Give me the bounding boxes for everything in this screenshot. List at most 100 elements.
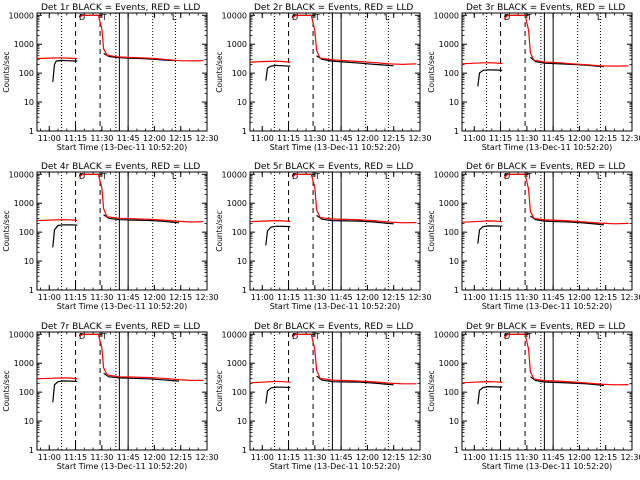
lld-series-line (249, 219, 291, 223)
lld-series-line (36, 377, 78, 380)
y-tick-label: 100 (232, 388, 247, 397)
flag-letter: L (385, 332, 390, 341)
x-axis-label: Start Time (13-Dec-11 10:52:20) (57, 462, 188, 471)
x-tick-label: 11:30 (303, 293, 326, 302)
y-tick-label: 10 (449, 257, 459, 266)
y-tick-label: 10000 (9, 170, 34, 179)
x-tick-label: 11:45 (330, 293, 353, 302)
y-tick-label: 10 (24, 98, 34, 107)
flag-letter: D (79, 332, 85, 341)
x-tick-label: 12:15 (382, 134, 405, 143)
flag-letter: L (172, 332, 177, 341)
x-tick-label: 12:00 (143, 293, 166, 302)
y-tick-label: 100 (19, 228, 34, 237)
y-tick-label: 10000 (222, 330, 247, 339)
y-tick-label: 10 (237, 257, 247, 266)
flag-letter: D (504, 13, 510, 22)
y-axis-label: Counts/sec (2, 210, 11, 251)
y-tick-label: 10 (24, 257, 34, 266)
lld-series-line (36, 219, 78, 222)
events-series-line (316, 55, 394, 67)
plot-frame (249, 171, 421, 291)
events-series-line (103, 214, 180, 224)
x-tick-label: 11:45 (542, 453, 565, 462)
lld-series-line (503, 333, 629, 386)
plot-frame (249, 12, 421, 132)
flag-letter: D (292, 172, 298, 181)
y-tick-label: 1 (454, 286, 459, 295)
y-axis-label: Counts/sec (427, 210, 436, 251)
plot-frame (36, 171, 208, 291)
x-tick-label: 11:15 (64, 134, 87, 143)
x-axis-label: Start Time (13-Dec-11 10:52:20) (270, 462, 401, 471)
y-axis-label: Counts/sec (215, 370, 224, 411)
lld-series-line (461, 380, 503, 384)
plot-frame (461, 331, 633, 451)
y-tick-label: 1000 (439, 199, 459, 208)
x-tick-label: 12:30 (408, 134, 431, 143)
flag-letter: T (314, 332, 320, 341)
y-tick-label: 1000 (14, 40, 34, 49)
y-tick-label: 100 (19, 388, 34, 397)
x-tick-label: 12:15 (169, 453, 192, 462)
panel-title: Det 5r BLACK = Events, RED = LLD (254, 162, 413, 172)
x-tick-label: 12:30 (195, 293, 218, 302)
x-axis-label: Start Time (13-Dec-11 10:52:20) (270, 143, 401, 152)
detector-panel: Det 8r BLACK = Events, RED = LLD 1 10 100 10… (215, 322, 432, 471)
x-tick-label: 11:00 (38, 453, 61, 462)
y-tick-label: 1000 (227, 199, 247, 208)
events-series-line (103, 52, 176, 62)
x-tick-label: 11:45 (330, 453, 353, 462)
events-series-line (52, 59, 78, 82)
lld-series-line (291, 14, 417, 66)
events-series-line (265, 64, 291, 81)
x-axis-label: Start Time (13-Dec-11 10:52:20) (57, 143, 188, 152)
x-axis-label: Start Time (13-Dec-11 10:52:20) (482, 143, 613, 152)
x-tick-label: 12:30 (408, 453, 431, 462)
x-tick-label: 12:15 (169, 293, 192, 302)
y-tick-label: 10000 (434, 330, 459, 339)
plot-frame (461, 171, 633, 291)
x-tick-label: 11:45 (542, 134, 565, 143)
x-tick-label: 11:30 (303, 134, 326, 143)
x-tick-label: 11:15 (277, 134, 300, 143)
y-tick-label: 1 (242, 446, 247, 455)
x-tick-label: 12:15 (169, 134, 192, 143)
y-tick-label: 100 (444, 388, 459, 397)
detector-panel: Det 7r BLACK = Events, RED = LLD 1 10 100 10… (2, 322, 219, 471)
flag-letter: T (526, 332, 532, 341)
x-axis-label: Start Time (13-Dec-11 10:52:20) (270, 302, 401, 311)
flag-letter: L (597, 172, 602, 181)
y-tick-label: 10000 (434, 170, 459, 179)
x-tick-label: 11:00 (251, 293, 274, 302)
y-tick-label: 1 (29, 127, 34, 136)
flag-letter: D (504, 172, 510, 181)
flag-letter: L (385, 172, 390, 181)
x-tick-label: 12:00 (568, 453, 591, 462)
y-tick-label: 100 (444, 69, 459, 78)
y-axis-label: Counts/sec (427, 370, 436, 411)
lld-series-line (78, 14, 204, 62)
flag-letter: L (385, 13, 390, 22)
detector-panel: Det 9r BLACK = Events, RED = LLD 1 10 100 10… (427, 322, 640, 471)
lld-series-line (461, 62, 503, 65)
x-tick-label: 12:30 (195, 453, 218, 462)
events-series-line (265, 386, 291, 404)
lld-series-line (503, 14, 629, 67)
y-tick-label: 100 (19, 69, 34, 78)
x-tick-label: 11:00 (463, 134, 486, 143)
events-series-line (52, 224, 78, 248)
events-series-line (530, 376, 605, 387)
events-series-line (477, 225, 503, 244)
flag-letter: T (526, 13, 532, 22)
y-tick-label: 10000 (222, 11, 247, 20)
lld-series-line (249, 60, 291, 63)
y-axis-label: Counts/sec (2, 51, 11, 92)
plot-frame (36, 12, 208, 132)
detector-panel: Det 2r BLACK = Events, RED = LLD 1 10 100 10… (215, 3, 432, 152)
x-tick-label: 11:30 (515, 453, 538, 462)
y-tick-label: 10 (449, 98, 459, 107)
flag-letter: D (292, 332, 298, 341)
events-series-line (316, 214, 394, 225)
